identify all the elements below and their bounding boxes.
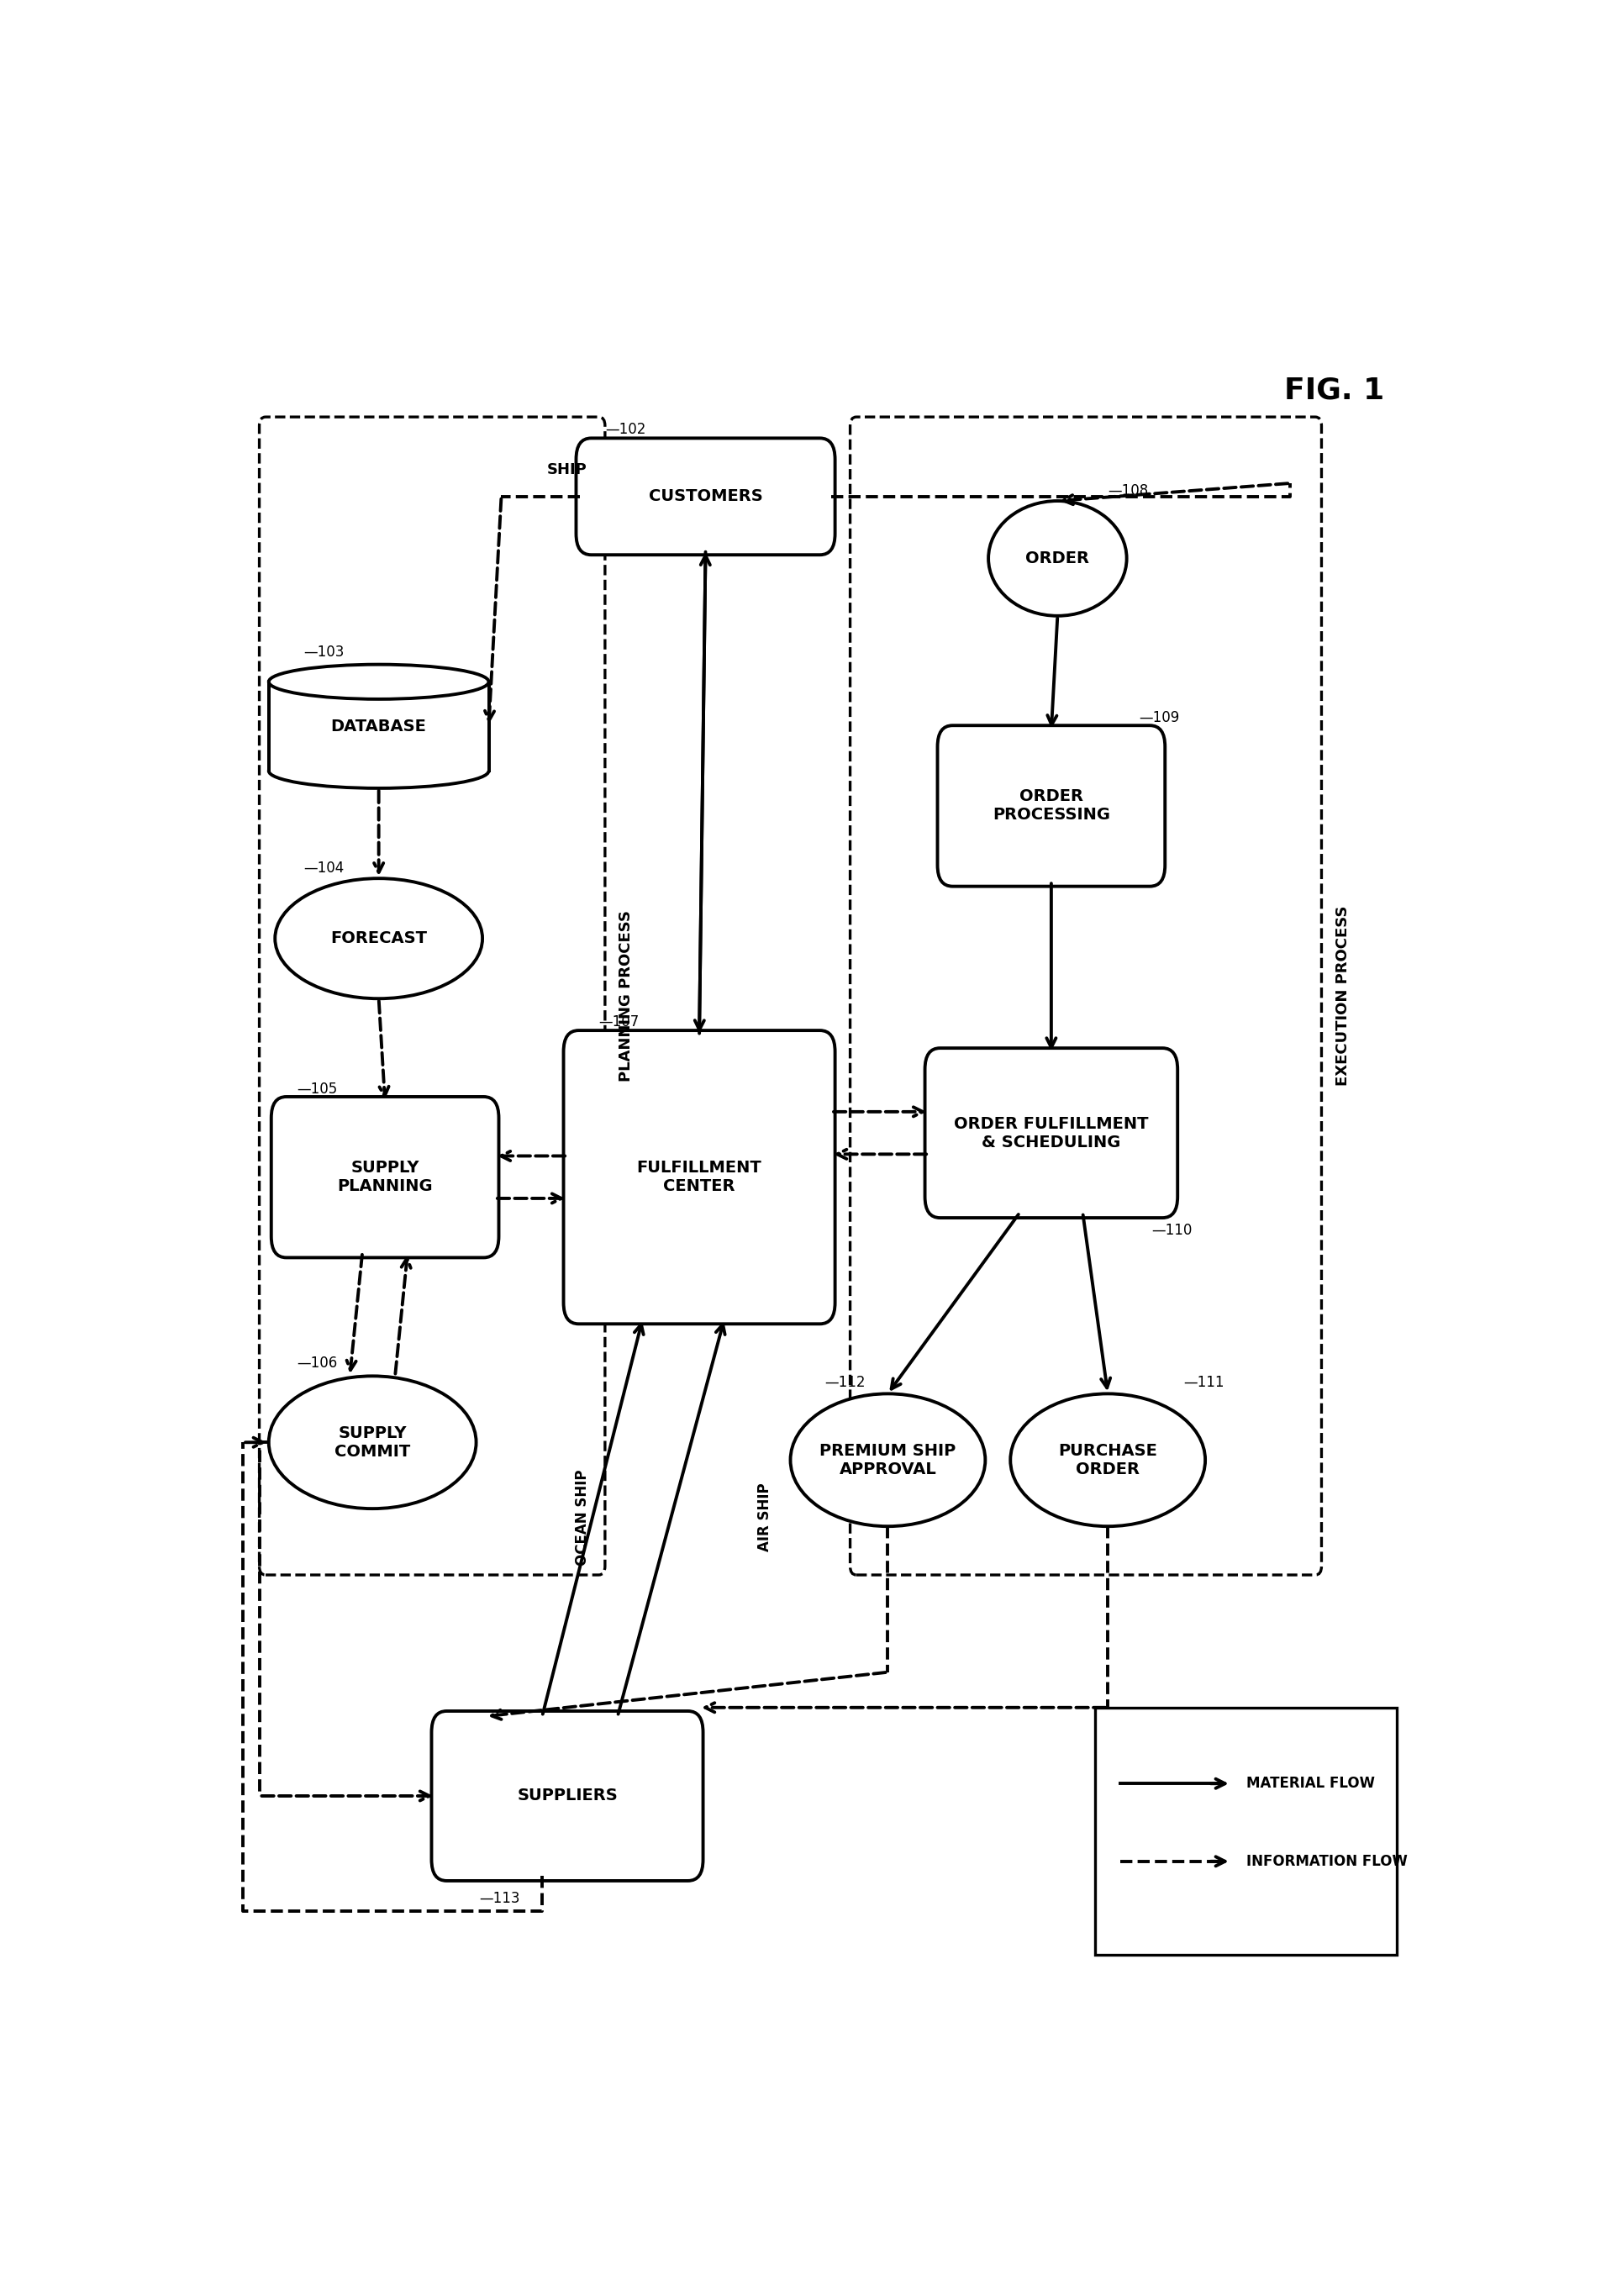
Text: MATERIAL FLOW: MATERIAL FLOW (1246, 1777, 1375, 1791)
Text: DATABASE: DATABASE (331, 719, 427, 735)
Ellipse shape (269, 753, 488, 788)
Text: OCEAN SHIP: OCEAN SHIP (574, 1469, 590, 1566)
Ellipse shape (790, 1394, 985, 1527)
Text: —104: —104 (303, 861, 344, 875)
Text: PREMIUM SHIP
APPROVAL: PREMIUM SHIP APPROVAL (819, 1442, 955, 1476)
Text: PURCHASE
ORDER: PURCHASE ORDER (1058, 1442, 1158, 1476)
Text: —112: —112 (826, 1375, 866, 1389)
Text: —107: —107 (599, 1015, 639, 1029)
Ellipse shape (269, 1375, 477, 1508)
Text: —105: —105 (297, 1081, 337, 1095)
Text: —106: —106 (297, 1355, 337, 1371)
FancyBboxPatch shape (938, 726, 1165, 886)
Text: ORDER FULFILLMENT
& SCHEDULING: ORDER FULFILLMENT & SCHEDULING (954, 1116, 1148, 1150)
Text: FORECAST: FORECAST (331, 930, 427, 946)
Text: —113: —113 (478, 1892, 521, 1906)
FancyBboxPatch shape (1095, 1708, 1397, 1956)
Text: SUPPLY
PLANNING: SUPPLY PLANNING (337, 1159, 433, 1194)
Text: ORDER
PROCESSING: ORDER PROCESSING (993, 788, 1109, 824)
Text: AIR SHIP: AIR SHIP (757, 1483, 772, 1552)
FancyBboxPatch shape (576, 439, 835, 556)
Text: FULFILLMENT
CENTER: FULFILLMENT CENTER (637, 1159, 762, 1194)
FancyBboxPatch shape (271, 1097, 500, 1258)
Text: —109: —109 (1139, 709, 1179, 726)
Text: CUSTOMERS: CUSTOMERS (649, 489, 762, 505)
Ellipse shape (988, 501, 1127, 615)
Text: PLANNING PROCESS: PLANNING PROCESS (620, 909, 634, 1081)
Text: FIG. 1: FIG. 1 (1285, 377, 1384, 404)
Bar (269, 682, 488, 771)
Text: SUPPLIERS: SUPPLIERS (517, 1789, 618, 1805)
Ellipse shape (276, 879, 482, 999)
Text: —103: —103 (303, 645, 344, 659)
Text: SHIP: SHIP (547, 461, 587, 478)
Text: EXECUTION PROCESS: EXECUTION PROCESS (1335, 907, 1351, 1086)
Text: SUPPLY
COMMIT: SUPPLY COMMIT (334, 1426, 410, 1460)
FancyBboxPatch shape (563, 1031, 835, 1325)
Text: INFORMATION FLOW: INFORMATION FLOW (1246, 1853, 1408, 1869)
Text: —108: —108 (1108, 484, 1148, 498)
FancyBboxPatch shape (431, 1711, 702, 1880)
FancyBboxPatch shape (925, 1047, 1178, 1217)
Text: —102: —102 (605, 422, 646, 436)
Text: ORDER: ORDER (1025, 551, 1090, 567)
Text: —111: —111 (1182, 1375, 1225, 1389)
Ellipse shape (1011, 1394, 1205, 1527)
Text: —110: —110 (1152, 1224, 1192, 1238)
Ellipse shape (269, 664, 488, 698)
